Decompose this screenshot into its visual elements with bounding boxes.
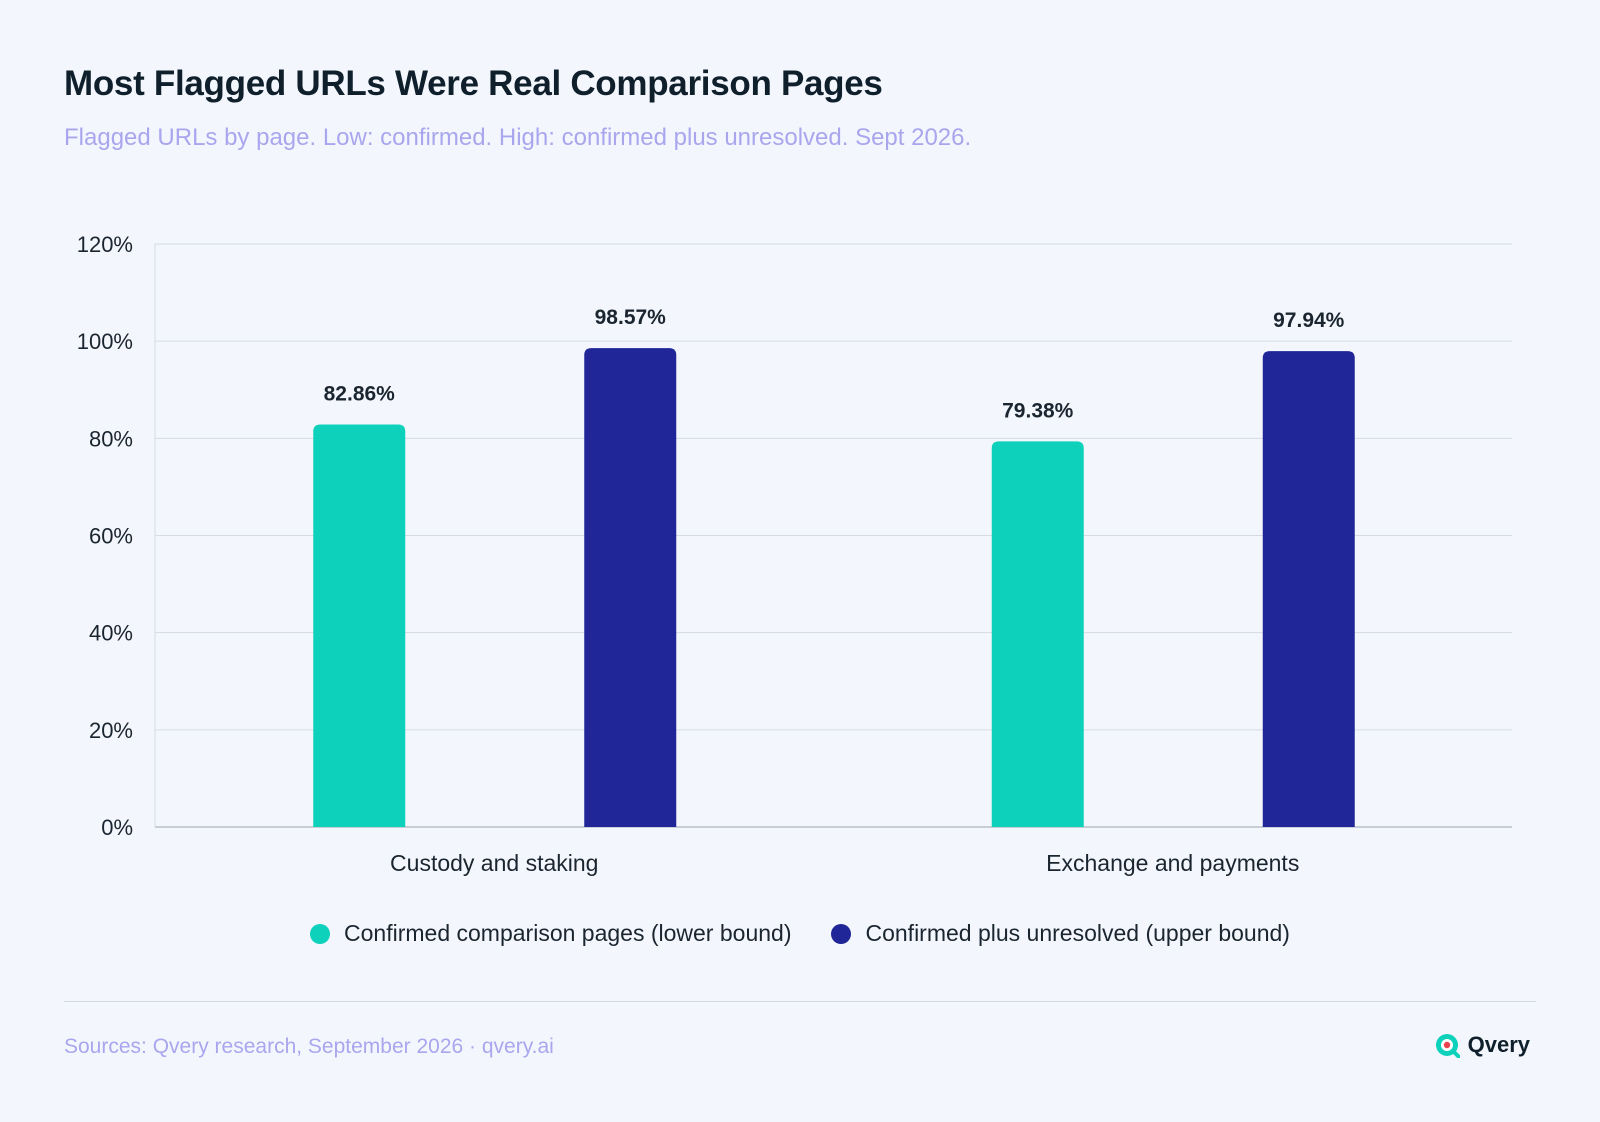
y-tick-label: 60% [89, 524, 133, 549]
y-tick-label: 100% [77, 329, 133, 354]
legend-item-upper-bound: Confirmed plus unresolved (upper bound) [831, 920, 1290, 947]
chart-subtitle: Flagged URLs by page. Low: confirmed. Hi… [64, 124, 972, 151]
y-tick-label: 0% [101, 815, 133, 840]
chart-title: Most Flagged URLs Were Real Comparison P… [64, 64, 883, 103]
bar-chart: 0% 20% 40% 60% 80% 100% 120% 82.86% 98.57% Custod… [77, 232, 1512, 876]
bar [1262, 351, 1355, 827]
brand-name: Qvery [1467, 1032, 1530, 1057]
bar [313, 424, 406, 827]
source-note: Sources: Qvery research, September 2026 … [64, 1035, 554, 1058]
bar [584, 348, 677, 827]
chart-legend: Confirmed comparison pages (lower bound)… [0, 920, 1600, 947]
data-label: 97.94% [1273, 309, 1345, 332]
legend-item-lower-bound: Confirmed comparison pages (lower bound) [310, 920, 791, 947]
y-tick-label: 20% [89, 718, 133, 743]
y-tick-label: 80% [89, 426, 133, 451]
legend-swatch-lower-bound [310, 923, 331, 944]
legend-label-lower-bound: Confirmed comparison pages (lower bound) [344, 920, 792, 946]
data-label: 98.57% [595, 306, 667, 329]
footer-divider [64, 1001, 1536, 1002]
bar [991, 441, 1084, 827]
data-label: 79.38% [1002, 399, 1074, 422]
legend-label-upper-bound: Confirmed plus unresolved (upper bound) [865, 920, 1290, 946]
data-label: 82.86% [324, 382, 396, 405]
x-category-label: Exchange and payments [1046, 850, 1299, 876]
legend-swatch-upper-bound [831, 923, 852, 944]
x-category-label: Custody and staking [390, 850, 598, 876]
qvery-logo-icon [1435, 1034, 1460, 1058]
y-tick-label: 40% [89, 621, 133, 646]
y-tick-label: 120% [77, 232, 133, 257]
brand: Qvery [1434, 1032, 1530, 1058]
